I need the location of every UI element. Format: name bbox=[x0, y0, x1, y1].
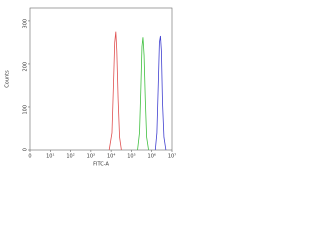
y-tick-label: 300 bbox=[23, 19, 29, 29]
x-tick-label: 10⁴ bbox=[107, 154, 115, 160]
x-tick-label: 10² bbox=[66, 154, 74, 160]
chart: Counts FITC-A 0 100 200 300 0 10¹ 10² 10³ 10⁴ 10⁵… bbox=[5, 7, 176, 168]
y-axis-label: Counts bbox=[5, 70, 11, 88]
x-tick-label: 10⁷ bbox=[168, 154, 176, 160]
y-tick-label: 0 bbox=[23, 148, 29, 151]
x-tick-label: 10³ bbox=[87, 154, 95, 160]
y-tick-label: 100 bbox=[23, 105, 29, 115]
x-axis-label: FITC-A bbox=[93, 162, 109, 168]
x-tick-label: 10¹ bbox=[46, 154, 54, 160]
histogram-line bbox=[108, 31, 122, 151]
histogram-line bbox=[154, 35, 167, 151]
x-tick-label: 0 bbox=[28, 154, 31, 160]
x-tick-label: 10⁵ bbox=[127, 154, 135, 160]
y-tick-label: 200 bbox=[23, 62, 29, 72]
histogram-line bbox=[137, 37, 149, 151]
plot-frame bbox=[29, 7, 173, 151]
x-tick-label: 10⁶ bbox=[148, 154, 156, 160]
